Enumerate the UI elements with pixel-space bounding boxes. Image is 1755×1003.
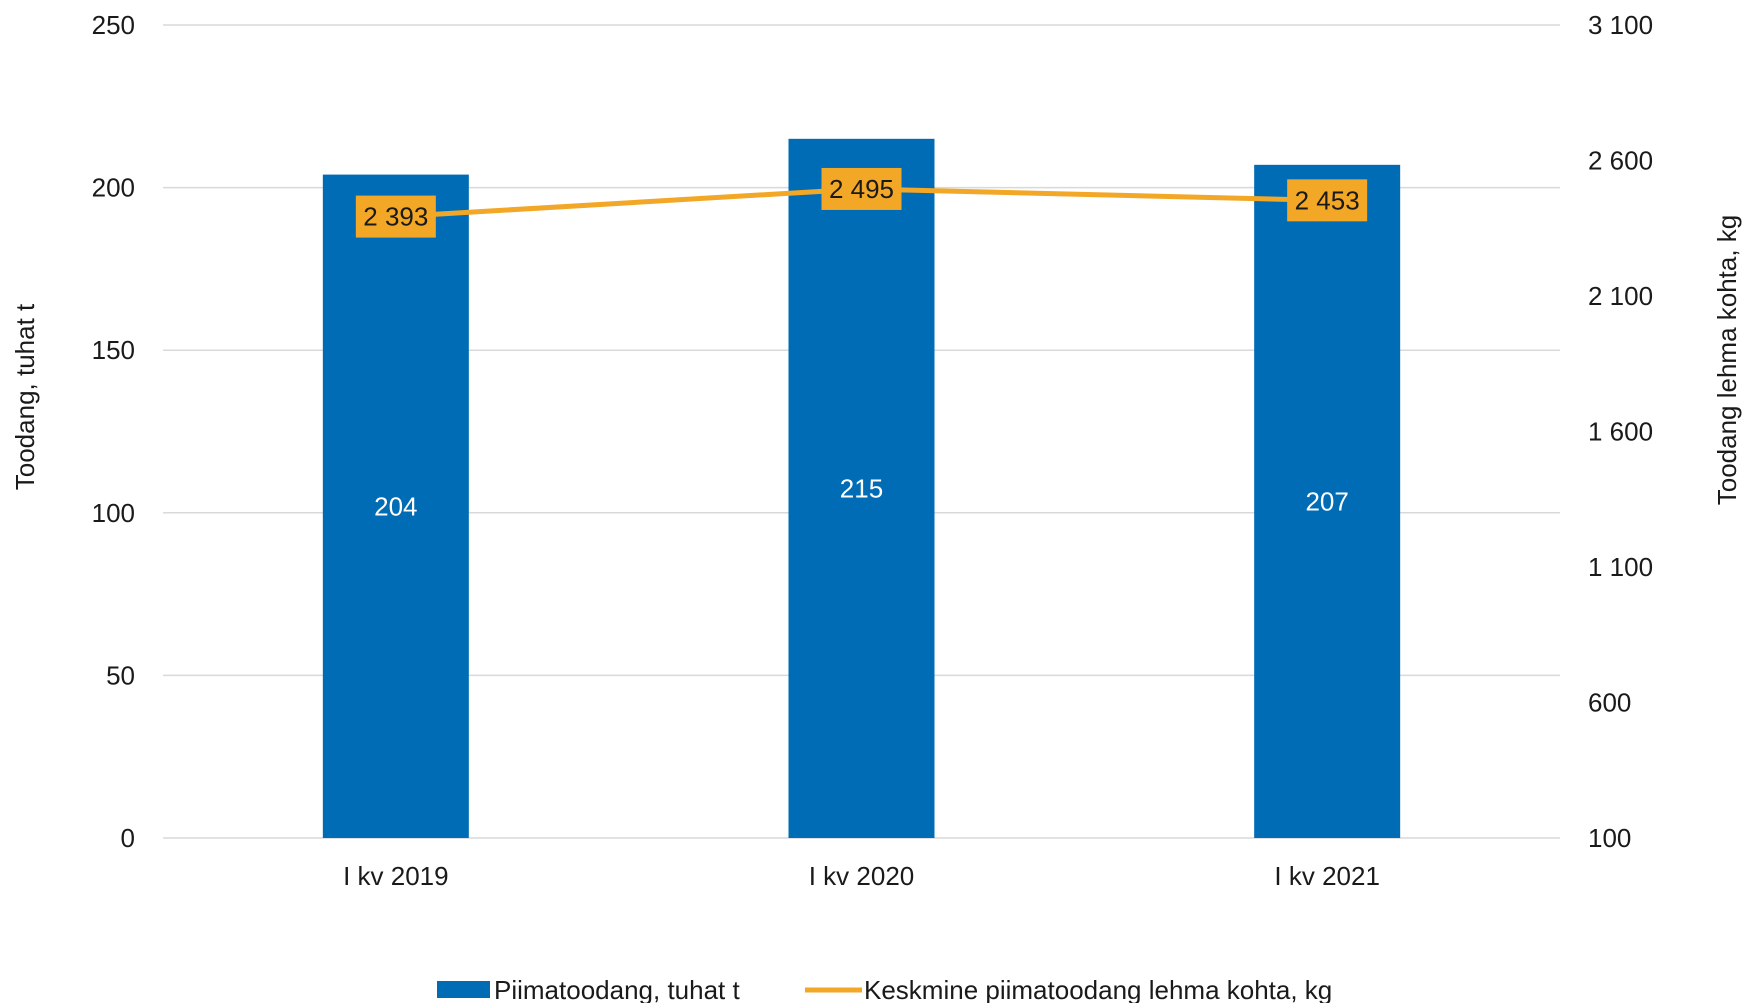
- line-label-0: 2 393: [363, 202, 428, 232]
- y2-tick-label-6: 3 100: [1588, 10, 1653, 40]
- y2-axis-title: Toodang lehma kohta, kg: [1712, 215, 1742, 506]
- y2-tick-label-2: 1 100: [1588, 552, 1653, 582]
- x-tick-label-0: I kv 2019: [343, 861, 449, 891]
- bar-2: [1254, 164, 1401, 838]
- legend: Piimatoodang, tuhat t Keskmine piimatood…: [437, 975, 1332, 1003]
- y-tick-label-4: 200: [92, 173, 135, 203]
- y-axis-ticks: 0 50 100 150 200 250: [92, 10, 135, 853]
- legend-label-line: Keskmine piimatoodang lehma kohta, kg: [864, 975, 1332, 1003]
- y-tick-label-2: 100: [92, 498, 135, 528]
- y2-axis-ticks: 100 600 1 100 1 600 2 100 2 600 3 100: [1588, 10, 1653, 853]
- legend-label-bar: Piimatoodang, tuhat t: [494, 975, 740, 1003]
- bar-label-0: 204: [374, 491, 417, 521]
- x-tick-label-2: I kv 2021: [1274, 861, 1380, 891]
- line-label-box-0: [355, 195, 436, 238]
- line-label-2: 2 453: [1295, 185, 1360, 215]
- y2-tick-label-5: 2 600: [1588, 146, 1653, 176]
- y2-tick-label-0: 100: [1588, 823, 1631, 853]
- legend-swatch-bar: [437, 981, 490, 998]
- bar-label-1: 215: [840, 473, 883, 503]
- line-label-1: 2 495: [829, 174, 894, 204]
- bar-label-2: 207: [1305, 486, 1348, 516]
- y2-tick-label-1: 600: [1588, 688, 1631, 718]
- line-data-labels: 2 393 2 495 2 453: [355, 167, 1368, 238]
- x-axis-ticks: I kv 2019 I kv 2020 I kv 2021: [343, 861, 1380, 891]
- line-label-box-2: [1287, 179, 1368, 222]
- y-tick-label-1: 50: [106, 660, 135, 690]
- y-axis-title: Toodang, tuhat t: [10, 303, 40, 490]
- y2-tick-label-3: 1 600: [1588, 417, 1653, 447]
- y2-tick-label-4: 2 100: [1588, 281, 1653, 311]
- y-tick-label-3: 150: [92, 335, 135, 365]
- bar-0: [322, 174, 469, 839]
- bar-series: [322, 138, 1401, 839]
- bar-1: [788, 138, 935, 838]
- y-tick-label-0: 0: [121, 823, 135, 853]
- y-tick-label-5: 250: [92, 10, 135, 40]
- x-tick-label-1: I kv 2020: [809, 861, 915, 891]
- bar-data-labels: 204 215 207: [374, 473, 1349, 521]
- line-label-box-1: [821, 167, 902, 210]
